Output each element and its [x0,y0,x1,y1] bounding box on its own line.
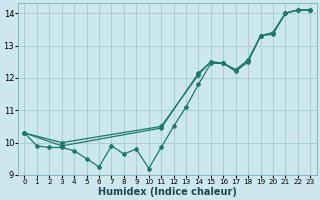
X-axis label: Humidex (Indice chaleur): Humidex (Indice chaleur) [98,187,237,197]
